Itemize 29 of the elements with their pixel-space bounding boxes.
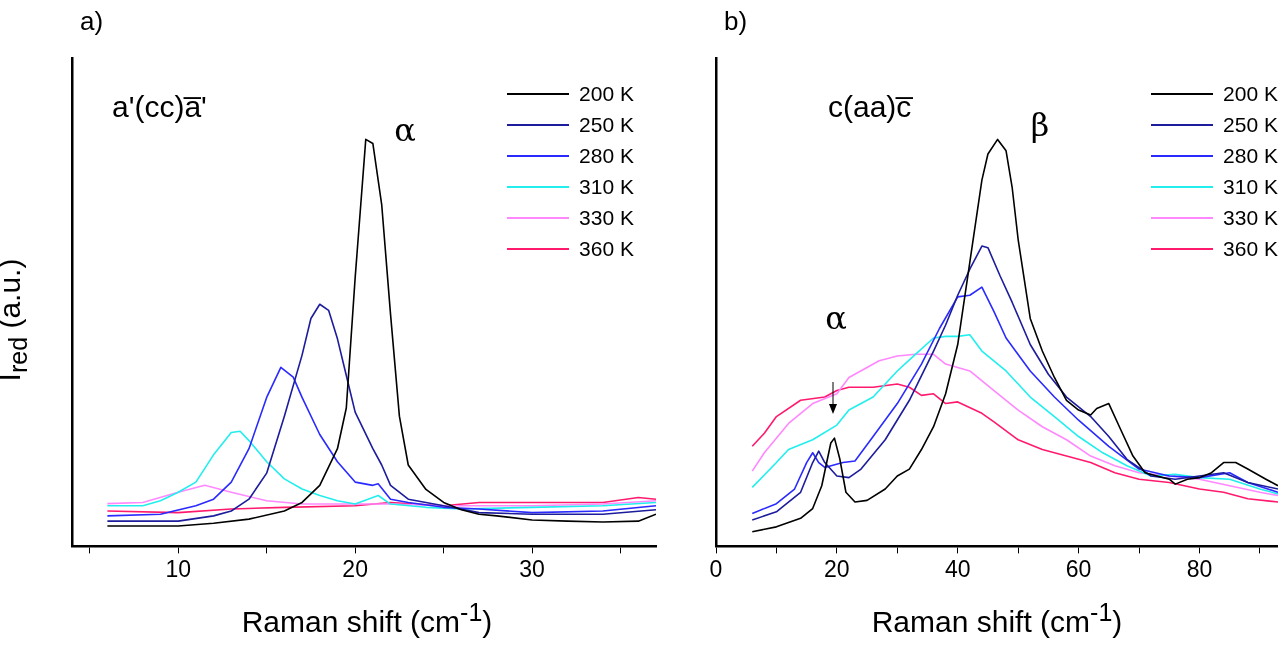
legend-label: 310 K <box>579 174 634 200</box>
x-tick-label: 10 <box>165 555 191 582</box>
legend-label: 200 K <box>1223 81 1278 107</box>
chart-title: a) <box>80 6 104 37</box>
legend-label: 310 K <box>1223 174 1278 200</box>
legend-label: 280 K <box>579 143 634 169</box>
chart-title: b) <box>724 6 748 37</box>
x-tick-label: 20 <box>342 555 368 582</box>
legend-label: 330 K <box>579 205 634 231</box>
x-axis-title: Raman shift (cm$^{-1}$) <box>240 598 494 639</box>
legend-label: 250 K <box>1223 112 1278 138</box>
text: c(aa)c̅ <box>828 90 912 124</box>
legend-label: 250 K <box>579 112 634 138</box>
annotation: β <box>1030 106 1050 144</box>
legend-label: 200 K <box>579 81 634 107</box>
annotation: α <box>394 111 416 149</box>
x-tick-label: 0 <box>709 555 723 582</box>
x-tick-label: 40 <box>944 555 971 582</box>
x-tick-label: 80 <box>1186 555 1213 582</box>
annotation: α <box>825 299 847 337</box>
legend-label: 280 K <box>1223 143 1278 169</box>
legend-label: 330 K <box>1223 205 1278 231</box>
x-tick-label: 30 <box>519 555 545 582</box>
legend-label: 360 K <box>579 236 634 262</box>
legend-label: 360 K <box>1223 236 1278 262</box>
x-axis-title: Raman shift (cm$^{-1}$) <box>870 598 1124 639</box>
x-tick-label: 20 <box>824 555 850 582</box>
x-tick-label: 60 <box>1065 555 1092 582</box>
text: a'(cc)a̅' <box>112 90 207 124</box>
